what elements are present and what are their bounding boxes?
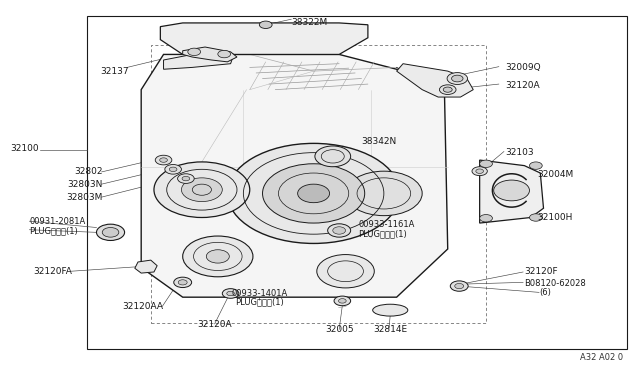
Circle shape xyxy=(182,236,253,277)
Circle shape xyxy=(156,155,172,165)
Text: 32103: 32103 xyxy=(505,148,534,157)
Circle shape xyxy=(165,164,181,174)
Text: PLUGプラグ(1): PLUGプラグ(1) xyxy=(235,297,284,306)
Circle shape xyxy=(173,277,191,288)
Polygon shape xyxy=(479,160,543,223)
Text: 32814E: 32814E xyxy=(373,325,407,334)
Text: 00931-2081A: 00931-2081A xyxy=(29,217,86,226)
Circle shape xyxy=(529,162,542,169)
Circle shape xyxy=(178,280,187,285)
Polygon shape xyxy=(141,54,448,297)
Text: 32120AA: 32120AA xyxy=(122,302,164,311)
Circle shape xyxy=(451,281,468,291)
Text: 38342N: 38342N xyxy=(362,137,397,146)
Text: 32100H: 32100H xyxy=(537,213,573,222)
Circle shape xyxy=(177,174,194,183)
Circle shape xyxy=(455,283,464,289)
Circle shape xyxy=(339,299,346,303)
Circle shape xyxy=(444,87,452,92)
Polygon shape xyxy=(164,51,234,69)
Circle shape xyxy=(97,224,125,240)
Text: 32009Q: 32009Q xyxy=(505,63,541,72)
Circle shape xyxy=(440,85,456,94)
Circle shape xyxy=(188,48,200,55)
Text: B08120-62028: B08120-62028 xyxy=(524,279,586,288)
Ellipse shape xyxy=(372,304,408,316)
Text: 00933-1161A: 00933-1161A xyxy=(358,221,415,230)
Polygon shape xyxy=(182,47,237,62)
Text: PLUGプラグ(1): PLUGプラグ(1) xyxy=(29,226,78,235)
Circle shape xyxy=(317,254,374,288)
Bar xyxy=(87,16,627,349)
Circle shape xyxy=(160,158,168,162)
Text: PLUGプラグ(1): PLUGプラグ(1) xyxy=(358,230,407,239)
Text: 32137: 32137 xyxy=(100,67,129,76)
Polygon shape xyxy=(135,260,157,273)
Circle shape xyxy=(315,146,351,167)
Circle shape xyxy=(346,171,422,216)
Circle shape xyxy=(181,178,222,202)
Circle shape xyxy=(218,50,230,58)
Circle shape xyxy=(170,167,177,171)
Circle shape xyxy=(529,214,542,221)
Circle shape xyxy=(259,21,272,29)
Circle shape xyxy=(479,215,492,222)
Text: 32120A: 32120A xyxy=(197,321,232,330)
Circle shape xyxy=(154,162,250,218)
Circle shape xyxy=(227,143,400,243)
Circle shape xyxy=(472,167,487,176)
Circle shape xyxy=(222,289,239,298)
Circle shape xyxy=(476,169,483,173)
Text: 00933-1401A: 00933-1401A xyxy=(231,289,287,298)
Text: 32004M: 32004M xyxy=(537,170,573,179)
Circle shape xyxy=(333,227,346,234)
Circle shape xyxy=(227,291,234,296)
Text: 32005: 32005 xyxy=(325,325,353,334)
Polygon shape xyxy=(161,23,368,54)
Circle shape xyxy=(447,73,467,84)
Circle shape xyxy=(262,164,365,223)
Circle shape xyxy=(334,296,351,306)
Circle shape xyxy=(298,184,330,203)
Circle shape xyxy=(182,176,189,181)
Circle shape xyxy=(452,75,463,82)
Text: 38322M: 38322M xyxy=(291,19,328,28)
Text: 32802: 32802 xyxy=(74,167,103,176)
Circle shape xyxy=(206,250,229,263)
Text: 32803N: 32803N xyxy=(67,180,103,189)
Text: 32120FA: 32120FA xyxy=(33,267,72,276)
Text: A32 A02 0: A32 A02 0 xyxy=(580,353,623,362)
Circle shape xyxy=(493,180,529,201)
Circle shape xyxy=(479,160,492,167)
Text: 32120F: 32120F xyxy=(524,267,558,276)
Text: 32120A: 32120A xyxy=(505,81,540,90)
Circle shape xyxy=(102,228,119,237)
Text: (6): (6) xyxy=(539,288,551,297)
Circle shape xyxy=(328,224,351,237)
Polygon shape xyxy=(397,64,473,97)
Text: 32803M: 32803M xyxy=(67,193,103,202)
Text: 32100: 32100 xyxy=(10,144,39,153)
